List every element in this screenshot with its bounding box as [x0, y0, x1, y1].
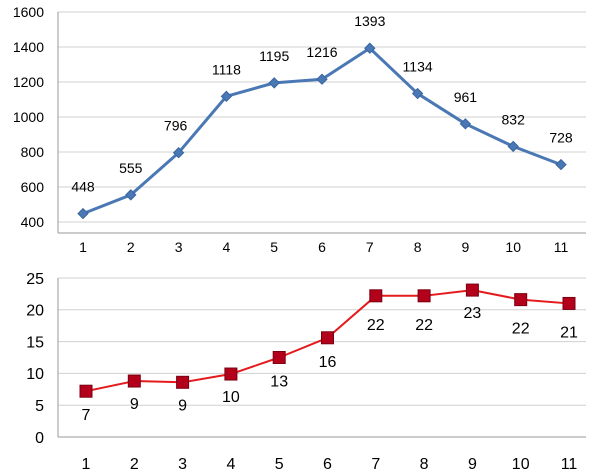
- data-point: [417, 289, 431, 303]
- x-tick-label: 8: [414, 239, 422, 255]
- data-point: [507, 140, 519, 153]
- data-label: 23: [464, 305, 482, 322]
- data-point: [369, 289, 383, 303]
- x-tick-label: 4: [226, 456, 235, 473]
- data-point: [465, 283, 479, 297]
- y-tick-label: 10: [26, 366, 44, 383]
- x-tick-label: 7: [371, 456, 380, 473]
- x-tick-label: 11: [561, 456, 578, 473]
- data-point: [459, 118, 472, 130]
- data-label: 1216: [306, 44, 337, 60]
- x-tick-label: 7: [366, 239, 374, 255]
- x-tick-label: 3: [175, 239, 183, 255]
- y-tick-label: 20: [26, 303, 44, 320]
- data-point: [125, 189, 137, 201]
- data-label: 1118: [212, 61, 241, 77]
- data-label: 555: [119, 160, 143, 176]
- x-tick-label: 5: [270, 239, 278, 255]
- x-tick-label: 1: [82, 456, 91, 473]
- x-tick-label: 9: [468, 456, 477, 473]
- data-point: [411, 87, 424, 100]
- data-point: [127, 374, 141, 388]
- y-tick-label: 400: [21, 214, 45, 230]
- y-tick-label: 600: [21, 179, 45, 195]
- data-label: 796: [164, 118, 188, 134]
- x-tick-label: 6: [323, 456, 332, 473]
- y-tick-label: 5: [35, 398, 44, 415]
- data-point: [562, 296, 576, 310]
- x-tick-label: 8: [420, 456, 429, 473]
- data-label: 1393: [354, 13, 385, 29]
- data-point: [514, 293, 528, 307]
- x-tick-label: 11: [554, 239, 569, 255]
- data-label: 961: [454, 89, 478, 105]
- x-tick-label: 2: [130, 456, 139, 473]
- data-point: [220, 90, 233, 103]
- data-label: 728: [549, 130, 573, 146]
- chart-top-line: 400 600 800 1000 1200 1400 1600 1 2 3 4 5 6 7 8 9 10 11 44…: [13, 4, 586, 255]
- data-point: [272, 351, 286, 364]
- data-point: [77, 207, 89, 220]
- data-point: [224, 367, 238, 381]
- y-tick-label: 25: [26, 271, 44, 288]
- x-tick-label: 10: [505, 239, 521, 255]
- y-tick-label: 1200: [13, 74, 44, 90]
- y-tick-label: 1400: [13, 39, 44, 55]
- data-label: 13: [270, 374, 288, 391]
- data-point: [316, 73, 328, 85]
- data-point: [79, 384, 93, 398]
- data-point: [364, 42, 376, 54]
- x-tick-label: 3: [178, 456, 187, 473]
- x-tick-label: 1: [79, 239, 87, 255]
- data-label: 22: [367, 317, 385, 334]
- y-tick-label: 800: [21, 144, 45, 160]
- x-tick-label: 6: [318, 239, 326, 255]
- data-point: [172, 146, 185, 159]
- data-label: 448: [71, 179, 95, 195]
- data-label: 22: [512, 321, 530, 338]
- x-tick-label: 10: [512, 456, 530, 473]
- data-point: [176, 375, 190, 389]
- y-tick-label: 1600: [13, 4, 44, 20]
- x-tick-label: 9: [462, 239, 470, 255]
- y-tick-label: 15: [26, 334, 44, 351]
- data-label: 9: [178, 397, 187, 414]
- data-label: 832: [502, 111, 526, 127]
- data-point: [268, 77, 280, 89]
- data-label: 1134: [403, 59, 433, 75]
- data-label: 16: [319, 354, 337, 371]
- series-line: [82, 46, 562, 215]
- data-point: [555, 158, 567, 171]
- data-label: 10: [222, 389, 240, 406]
- x-tick-label: 5: [275, 456, 284, 473]
- data-label: 9: [130, 396, 139, 413]
- x-tick-label: 4: [223, 239, 231, 255]
- data-label: 1195: [259, 48, 289, 64]
- data-label: 22: [415, 317, 433, 334]
- data-label: 7: [82, 407, 91, 424]
- data-label: 21: [560, 324, 578, 341]
- data-point: [321, 331, 334, 345]
- y-tick-label: 0: [35, 430, 44, 447]
- y-tick-label: 1000: [13, 109, 44, 125]
- x-tick-label: 2: [127, 239, 135, 255]
